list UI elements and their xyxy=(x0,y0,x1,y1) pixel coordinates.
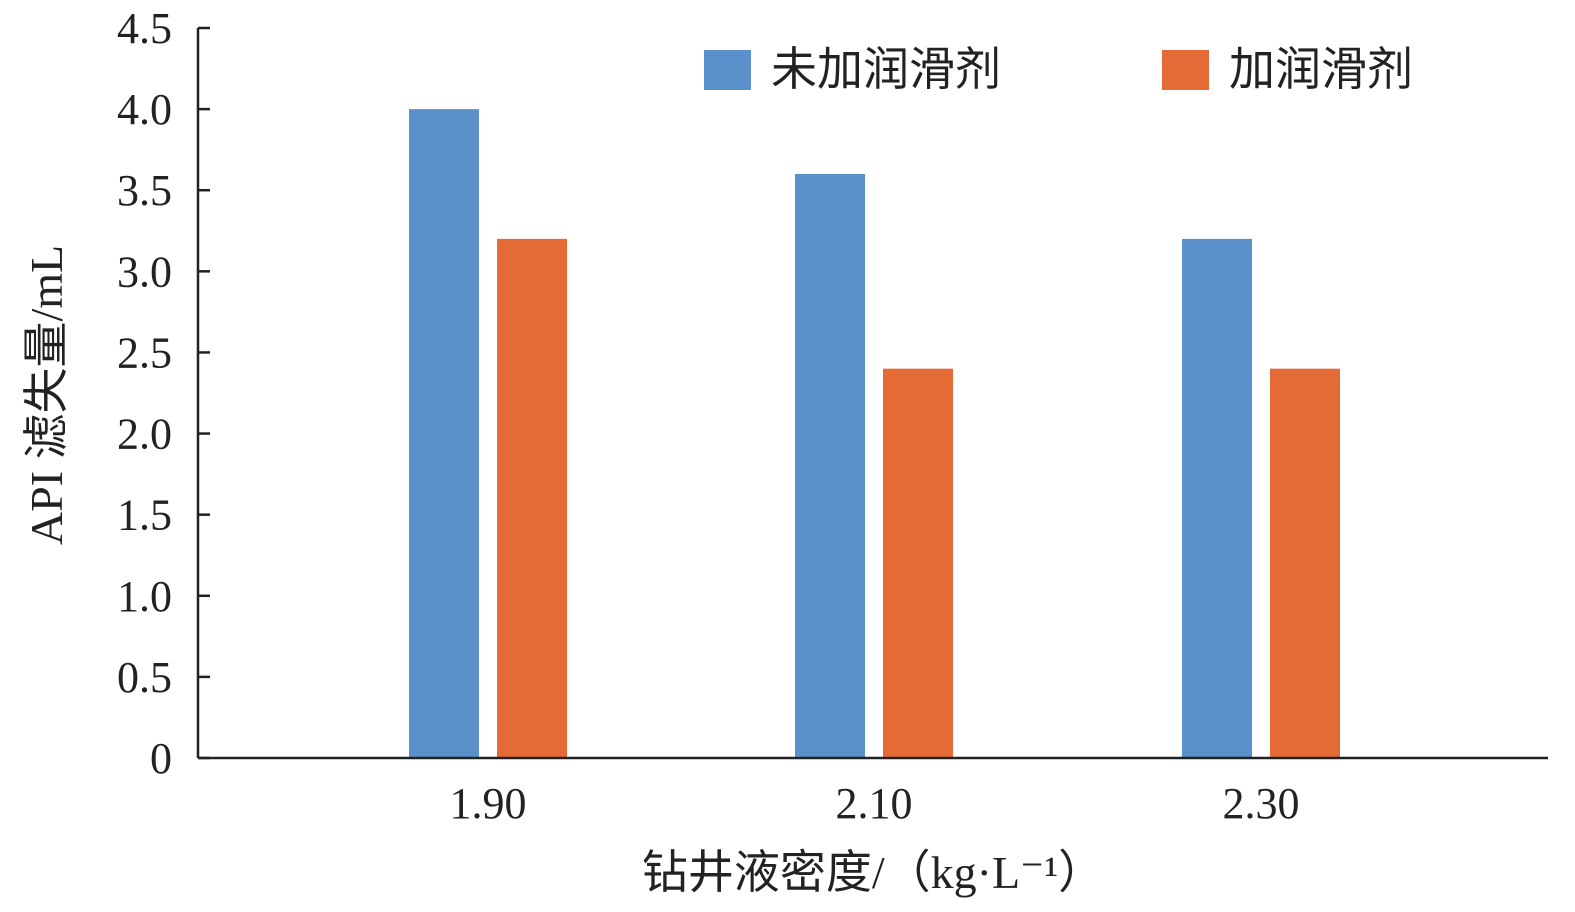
y-tick-label: 0 xyxy=(150,734,172,783)
bar-without-lubricant-2.30 xyxy=(1182,238,1252,758)
legend-swatch xyxy=(704,50,751,90)
y-tick-label: 3.0 xyxy=(117,247,172,296)
bar-with-lubricant-2.10 xyxy=(883,368,953,758)
y-tick-label: 3.5 xyxy=(117,166,172,215)
legend: 未加润滑剂 加润滑剂 xyxy=(704,44,1413,95)
y-axis-ticks: 0 0.5 1.0 1.5 2.0 2.5 3.0 3.5 4.0 4.5 xyxy=(117,4,210,783)
y-tick-label: 2.0 xyxy=(117,410,172,459)
x-tick-label: 2.30 xyxy=(1223,779,1300,828)
bar-with-lubricant-2.30 xyxy=(1270,368,1340,758)
x-axis-title: 钻井液密度/（kg·L⁻¹） xyxy=(642,847,1104,898)
y-tick-label: 1.5 xyxy=(117,491,172,540)
y-tick-label: 4.0 xyxy=(117,85,172,134)
bar-without-lubricant-1.90 xyxy=(409,109,479,759)
legend-label: 加润滑剂 xyxy=(1229,44,1413,95)
bars-group xyxy=(409,109,1340,759)
x-tick-label: 1.90 xyxy=(450,779,527,828)
y-tick-label: 0.5 xyxy=(117,653,172,702)
legend-label: 未加润滑剂 xyxy=(771,44,1001,95)
x-tick-label: 2.10 xyxy=(836,779,913,828)
legend-swatch xyxy=(1162,50,1209,90)
y-tick-label: 1.0 xyxy=(117,572,172,621)
bar-without-lubricant-2.10 xyxy=(795,174,865,758)
bar-with-lubricant-1.90 xyxy=(497,238,567,758)
y-axis-title: API 滤失量/mL xyxy=(21,245,72,545)
y-tick-label: 4.5 xyxy=(117,4,172,53)
y-tick-label: 2.5 xyxy=(117,328,172,377)
x-axis-ticks: 1.90 2.10 2.30 xyxy=(450,779,1300,828)
